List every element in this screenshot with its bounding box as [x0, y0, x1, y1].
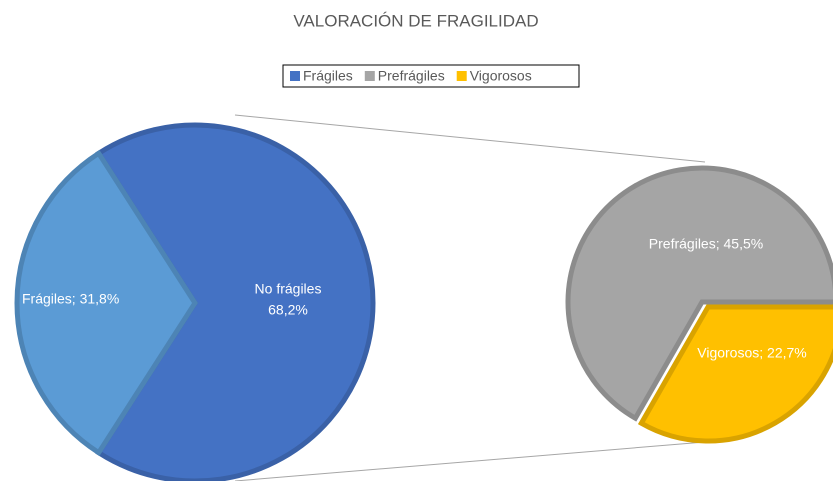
connector-line	[234, 114, 706, 163]
data-label: Vigorosos; 22,7%	[697, 345, 806, 361]
legend-label: Prefrágiles	[378, 68, 445, 84]
legend-label: Frágiles	[303, 68, 353, 84]
connector-line	[234, 441, 706, 481]
data-label: Frágiles; 31,8%	[22, 291, 119, 307]
data-label: No frágiles	[255, 281, 322, 297]
data-label: Prefrágiles; 45,5%	[649, 236, 763, 252]
legend-label: Vigorosos	[470, 68, 532, 84]
data-label: 68,2%	[268, 302, 308, 318]
pie-slice	[14, 149, 198, 457]
legend-swatch	[456, 71, 467, 81]
legend-box	[282, 64, 580, 88]
pie-slice	[637, 304, 833, 444]
legend-swatch	[290, 71, 300, 81]
chart-title: VALORACIÓN DE FRAGILIDAD	[293, 11, 538, 30]
legend-swatch	[364, 71, 375, 81]
pie-slice	[565, 165, 833, 422]
